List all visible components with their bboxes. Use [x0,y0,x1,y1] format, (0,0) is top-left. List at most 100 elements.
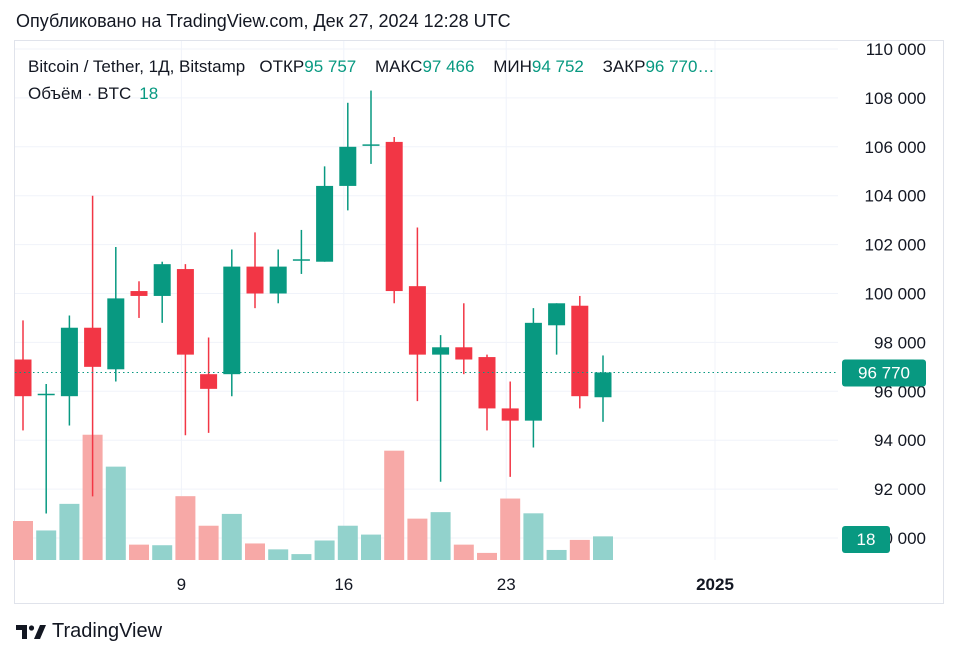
candle [60,315,78,426]
candle [455,303,473,375]
candle-body [60,327,78,397]
candle-body [362,144,380,146]
volume-bars [13,434,613,560]
published-caption: Опубликовано на TradingView.com, Дек 27,… [16,11,511,31]
volume-tag-text: 18 [857,530,876,549]
price-tag-text: 96 770 [858,363,910,382]
candle [385,137,403,304]
y-tick-label: 110 000 [866,40,926,59]
axis-tags: 96 770 18 [842,359,926,553]
x-tick-label: 9 [177,575,186,594]
volume-bar [430,512,451,560]
high-value: 97 466 [422,57,475,76]
candle [478,354,496,431]
candle [571,295,589,409]
volume-bar [569,539,590,560]
candle [37,383,55,514]
symbol-title: Bitcoin / Tether, 1Д, Bitstamp [28,57,246,76]
x-tick-label: 16 [334,575,353,594]
volume-bar [82,434,103,560]
volume-bar [500,498,521,560]
candle-body [200,374,218,389]
volume-tag-bg [842,526,890,553]
candle [176,264,194,436]
candle-body [269,266,287,294]
candle [408,227,426,402]
candle-body [408,286,426,355]
candle-body [432,347,450,355]
tradingview-logo-icon [16,624,46,639]
candle [594,355,612,422]
candle-body [339,146,357,186]
candle [153,261,171,323]
candle [524,308,542,448]
candle [107,247,125,382]
candle [269,249,287,304]
candle-body [385,141,403,292]
y-tick-label: 100 000 [865,285,926,304]
volume-bar [221,513,242,560]
volume-bar [59,503,80,560]
candle-body [594,372,612,398]
volume-bar [105,466,126,560]
candle [84,195,102,497]
volume-bar [453,544,474,560]
candle-body [478,357,496,409]
candle-body [130,291,148,296]
volume-bar [268,549,289,560]
candle-body [107,298,125,370]
y-tick-label: 92 000 [874,480,926,499]
volume-bar [407,518,428,560]
open-value: 95 757 [304,57,357,76]
volume-bar [152,545,173,560]
open-label: ОТКР [259,57,305,76]
volume-bar [337,525,358,560]
candle [200,337,218,433]
volume-bar [198,525,219,560]
volume-bar [291,554,312,560]
volume-label: Объём · BTC [28,84,132,103]
candle-body [455,347,473,360]
tradingview-logo[interactable]: TradingView [16,620,162,643]
x-tick-label: 23 [497,575,516,594]
candle [362,90,380,164]
x-tick-label: 2025 [696,575,734,594]
volume-bar [36,530,57,560]
low-value: 94 752 [531,57,584,76]
price-axis: 110 000 108 000 106 000 104 000 102 000 100 0… [865,40,926,548]
close-value: 96 770… [645,57,715,76]
volume-bar [477,552,497,560]
candle-body [223,266,241,375]
candle [246,232,264,309]
candle-body [316,185,334,262]
volume-legend: Объём · BTC 18 [28,84,158,104]
volume-bar [175,496,196,560]
candle-body [246,266,264,294]
candle [432,335,450,482]
chart-frame [14,40,944,604]
candle-body [37,393,55,396]
high-label: МАКС [374,57,423,76]
candle [339,102,357,211]
volume-bar [361,534,381,560]
candle [130,281,148,318]
volume-bar [314,540,335,560]
candle-body [14,359,32,397]
candle [14,320,32,431]
candle [292,229,310,274]
candle [316,166,334,262]
candle [548,303,566,355]
candle-body [524,322,542,421]
volume-bar [129,544,149,560]
symbol-legend: Bitcoin / Tether, 1Д, Bitstamp ОТКР95 75… [28,57,728,77]
candle-body [292,259,310,261]
y-tick-label: 98 000 [874,333,926,352]
candle-body [176,269,194,355]
candle-body [548,303,566,326]
candle [501,381,519,477]
y-tick-label: 102 000 [865,236,926,255]
candle [223,249,241,397]
volume-bar [593,536,613,560]
close-label: ЗАКР [602,57,646,76]
